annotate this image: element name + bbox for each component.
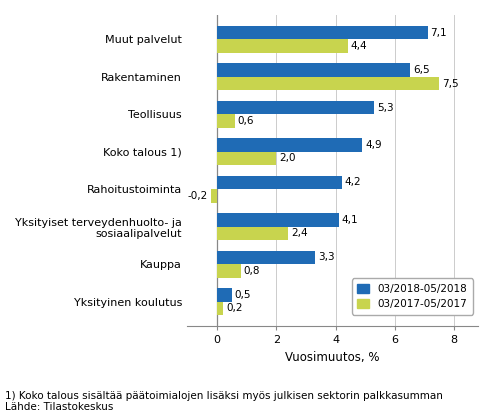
Text: -0,2: -0,2 (188, 191, 208, 201)
Text: 7,5: 7,5 (442, 79, 459, 89)
Bar (211, 189, 217, 203)
Bar (217, 40, 348, 53)
Text: 1) Koko talous sisältää päätoimialojen lisäksi myös julkisen sektorin palkkasumm: 1) Koko talous sisältää päätoimialojen l… (5, 391, 443, 401)
Text: 2,0: 2,0 (280, 154, 296, 163)
Bar (217, 101, 374, 114)
Legend: 03/2018-05/2018, 03/2017-05/2017: 03/2018-05/2018, 03/2017-05/2017 (352, 278, 473, 314)
X-axis label: Vuosimuutos, %: Vuosimuutos, % (285, 351, 380, 364)
Text: 4,4: 4,4 (351, 41, 367, 51)
Bar (217, 77, 439, 90)
Bar (217, 251, 315, 264)
Bar (217, 152, 277, 165)
Text: 6,5: 6,5 (413, 65, 429, 75)
Bar (217, 26, 427, 40)
Bar (217, 302, 223, 315)
Text: 0,8: 0,8 (244, 266, 260, 276)
Text: 3,3: 3,3 (318, 253, 335, 262)
Bar (217, 138, 362, 152)
Bar (217, 114, 235, 128)
Bar (217, 176, 342, 189)
Text: 2,4: 2,4 (291, 228, 308, 238)
Text: 4,1: 4,1 (342, 215, 358, 225)
Bar (217, 288, 232, 302)
Text: 7,1: 7,1 (430, 27, 447, 37)
Text: 5,3: 5,3 (377, 102, 394, 113)
Bar (217, 227, 288, 240)
Text: 0,2: 0,2 (226, 303, 243, 313)
Bar (217, 63, 410, 77)
Text: 0,5: 0,5 (235, 290, 251, 300)
Text: Lähde: Tilastokeskus: Lähde: Tilastokeskus (5, 402, 113, 412)
Text: 0,6: 0,6 (238, 116, 254, 126)
Text: 4,9: 4,9 (365, 140, 382, 150)
Bar (217, 213, 339, 227)
Bar (217, 264, 241, 277)
Text: 4,2: 4,2 (345, 178, 361, 188)
